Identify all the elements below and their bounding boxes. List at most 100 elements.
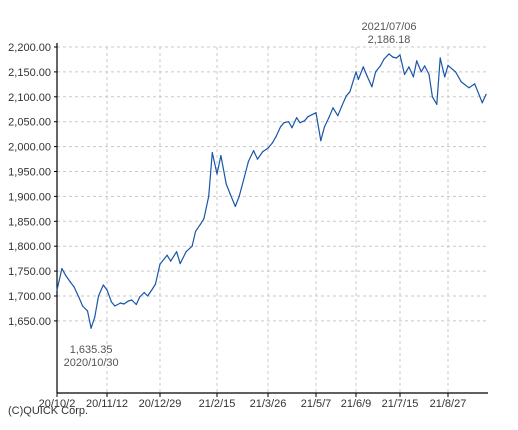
data-point [106, 289, 108, 291]
data-point [256, 158, 259, 160]
data-point [424, 65, 426, 67]
data-point [447, 64, 449, 66]
x-tick-label: 21/7/15 [382, 398, 419, 410]
annotation-value: 2020/10/30 [64, 357, 119, 369]
data-point [485, 93, 487, 95]
data-point [119, 302, 122, 304]
data-point [320, 140, 322, 142]
x-tick-label: 20/11/12 [86, 398, 128, 410]
annotation-value: 2,186.18 [368, 34, 411, 46]
data-point [211, 152, 213, 154]
data-point [349, 91, 351, 93]
data-point [315, 112, 317, 114]
axes [56, 43, 488, 394]
data-point [328, 116, 330, 118]
data-point [379, 65, 381, 67]
data-point [345, 95, 347, 97]
data-point [355, 71, 357, 73]
data-point [229, 193, 231, 195]
data-point [114, 305, 116, 307]
data-point [340, 106, 343, 108]
series-line [56, 53, 487, 329]
data-point [455, 71, 457, 73]
data-point [56, 289, 58, 291]
data-point [253, 150, 255, 152]
x-axis-ticks: 20/10/2 20/11/12 20/12/29 21/2/15 21/3/26 21/… [39, 393, 467, 410]
data-point [275, 136, 277, 138]
data-point [296, 117, 298, 119]
data-point [110, 301, 113, 303]
y-tick-label: 1,900.00 [8, 191, 51, 203]
data-point [94, 316, 96, 318]
data-point [139, 296, 141, 298]
series-layer [56, 53, 487, 329]
data-point [280, 126, 282, 128]
data-point [203, 218, 205, 220]
data-point [179, 263, 181, 265]
data-point [323, 126, 326, 128]
y-axis-ticks: 2,200.00 2,150.00 2,100.00 2,050.00 2,000.00… [8, 42, 57, 328]
y-tick-label: 2,050.00 [8, 117, 51, 129]
data-point [439, 57, 441, 59]
x-tick-label: 20/12/29 [139, 398, 182, 410]
copyright-label: (C)QUICK Corp. [8, 405, 89, 417]
data-point [283, 122, 285, 124]
y-tick-label: 1,850.00 [8, 216, 51, 228]
x-tick-label: 21/8/27 [430, 398, 467, 410]
data-point [159, 263, 161, 265]
y-tick-label: 1,700.00 [8, 291, 51, 303]
y-tick-label: 2,150.00 [8, 67, 51, 79]
data-point [307, 116, 309, 118]
data-point [428, 73, 430, 75]
grid-lines [57, 46, 488, 393]
data-point [288, 121, 290, 123]
data-point [185, 251, 187, 253]
data-point [127, 300, 129, 302]
data-point [332, 107, 334, 109]
data-point [102, 284, 104, 286]
data-point [154, 283, 157, 285]
data-point [220, 155, 222, 157]
y-tick-label: 1,950.00 [8, 167, 51, 179]
y-tick-label: 1,750.00 [8, 266, 51, 278]
data-point [357, 78, 359, 80]
x-tick-label: 21/5/7 [301, 398, 332, 410]
data-point [208, 195, 210, 197]
data-point [416, 60, 418, 62]
x-tick-label: 21/6/9 [341, 398, 372, 410]
annotation-date: 1,635.35 [70, 344, 113, 356]
data-point [383, 58, 385, 60]
data-point [238, 195, 240, 197]
data-point [366, 75, 368, 77]
data-point [166, 254, 168, 256]
data-point [412, 76, 414, 78]
data-point [199, 223, 201, 225]
data-point [392, 56, 394, 58]
data-point [225, 183, 227, 185]
y-tick-label: 2,200.00 [8, 42, 51, 54]
data-point [90, 327, 92, 329]
data-point [195, 230, 197, 232]
data-point [151, 288, 153, 291]
data-point [82, 305, 84, 307]
data-point [481, 102, 483, 104]
x-tick-label: 21/3/26 [250, 398, 287, 410]
data-point [73, 286, 75, 288]
data-point [69, 281, 71, 283]
data-point [408, 66, 410, 68]
data-point [299, 122, 301, 124]
x-tick-label: 20/10/2 [39, 398, 76, 410]
data-point [371, 86, 373, 88]
data-point [97, 295, 100, 297]
data-point [291, 127, 293, 129]
data-point [267, 147, 269, 149]
data-point [216, 173, 218, 175]
data-point [131, 299, 133, 301]
data-point [395, 57, 397, 59]
annotation-date: 2021/07/06 [361, 21, 416, 33]
data-point [304, 120, 306, 122]
data-point [64, 274, 67, 276]
data-point [444, 76, 446, 78]
